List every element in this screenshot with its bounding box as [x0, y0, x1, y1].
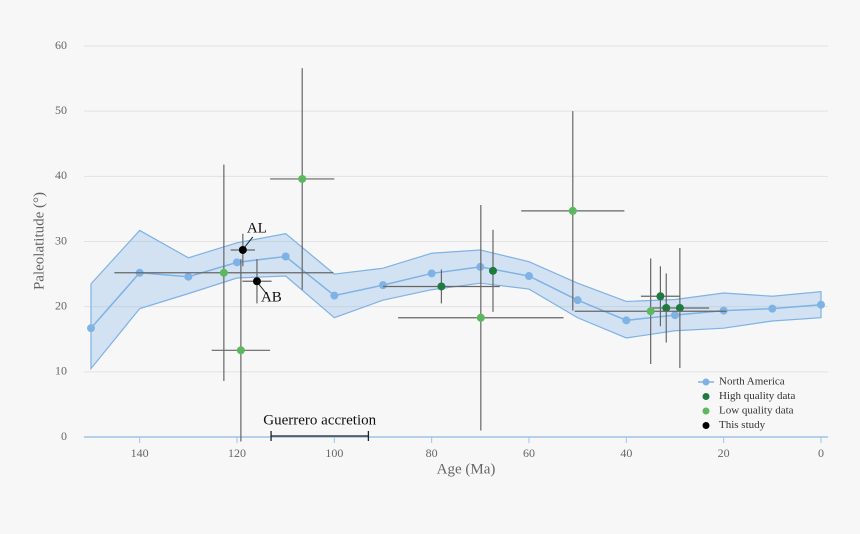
point: [379, 281, 387, 290]
legend-label: Low quality data: [719, 405, 794, 417]
legend-label: High quality data: [719, 390, 795, 402]
point: [298, 174, 307, 183]
point: [184, 272, 193, 281]
y-axis-label: Paleolatitude (°): [31, 192, 47, 290]
point-label: AL: [247, 220, 267, 236]
label-leader: [258, 283, 268, 295]
legend-label: North America: [719, 376, 785, 388]
point-label: AB: [261, 290, 282, 306]
legend-marker: [702, 422, 710, 429]
point: [646, 307, 655, 316]
y-tick-label: 10: [55, 364, 67, 378]
x-tick-label: 100: [325, 446, 343, 460]
point: [656, 292, 665, 301]
annotation: Guerrero accretion: [263, 412, 377, 441]
point: [662, 303, 671, 312]
y-tick-label: 60: [55, 38, 67, 52]
x-tick-label: 120: [228, 446, 246, 460]
point: [437, 282, 446, 291]
point: [427, 269, 436, 278]
legend-label: This study: [719, 419, 766, 431]
y-tick-label: 40: [55, 168, 67, 182]
x-tick-label: 20: [718, 446, 730, 460]
point: [817, 300, 825, 309]
x-axis-label: Age (Ma): [437, 461, 496, 477]
point: [525, 272, 533, 281]
y-tick-label: 20: [55, 298, 67, 312]
point: [330, 291, 339, 300]
band: [90, 229, 822, 371]
point: [281, 252, 290, 261]
point: [719, 306, 728, 315]
annotation-text: Guerrero accretion: [263, 412, 376, 428]
point: [219, 268, 228, 277]
legend-marker: [702, 393, 710, 400]
x-tick-label: 140: [131, 446, 149, 460]
y-tick-label: 50: [55, 103, 67, 117]
point: [238, 245, 247, 254]
point: [768, 304, 777, 313]
point: [87, 324, 95, 333]
point: [675, 303, 684, 312]
x-tick-label: 0: [818, 446, 824, 460]
point: [671, 311, 679, 320]
point: [476, 313, 485, 322]
x-tick-label: 40: [620, 446, 632, 460]
line: [90, 255, 822, 329]
point: [622, 316, 631, 325]
legend-marker: [702, 407, 710, 415]
y-tick-label: 30: [55, 233, 67, 247]
point: [488, 266, 497, 275]
label-leader: [244, 236, 254, 248]
point: [233, 258, 241, 267]
legend-marker: [702, 378, 710, 386]
point: [252, 277, 261, 286]
point: [573, 296, 582, 305]
point: [236, 346, 245, 355]
x-tick-label: 80: [426, 446, 438, 460]
point: [568, 206, 577, 215]
y-tick-label: 0: [61, 429, 67, 443]
x-tick-label: 60: [523, 446, 535, 460]
